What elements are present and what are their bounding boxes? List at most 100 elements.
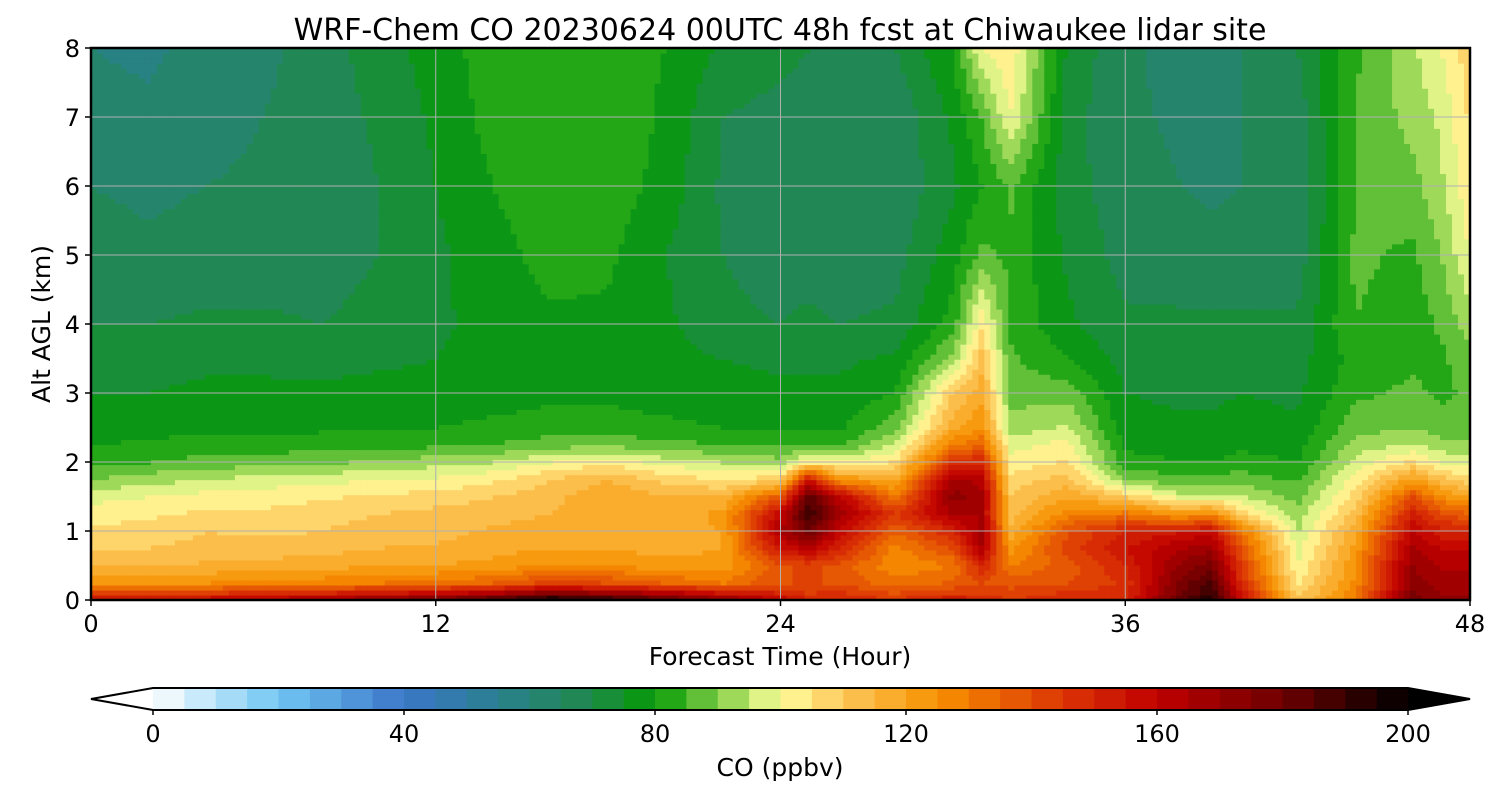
heatmap-cell: [97, 434, 104, 441]
heatmap-cell: [300, 344, 308, 350]
heatmap-cell: [186, 449, 194, 456]
heatmap-cell: [126, 113, 134, 119]
heatmap-cell: [228, 53, 236, 59]
heatmap-cell: [174, 494, 182, 501]
heatmap-cell: [306, 138, 314, 144]
heatmap-cell: [108, 213, 116, 220]
heatmap-cell: [252, 173, 260, 180]
heatmap-cell: [91, 474, 98, 481]
heatmap-cell: [330, 589, 338, 596]
heatmap-cell: [312, 243, 320, 250]
heatmap-cell: [330, 394, 338, 400]
heatmap-cell: [276, 258, 284, 265]
heatmap-cell: [97, 349, 104, 355]
heatmap-cell: [192, 374, 200, 380]
heatmap-cell: [276, 504, 284, 511]
heatmap-cell: [324, 564, 332, 571]
heatmap-cell: [204, 278, 212, 285]
heatmap-cell: [294, 409, 302, 415]
heatmap-cell: [192, 153, 200, 159]
heatmap-cell: [324, 369, 332, 375]
heatmap-cell: [126, 499, 134, 506]
heatmap-cell: [318, 364, 326, 370]
heatmap-cell: [192, 158, 200, 165]
heatmap-cell: [144, 63, 152, 69]
heatmap-cell: [108, 544, 116, 551]
heatmap-cell: [258, 444, 266, 451]
heatmap-cell: [324, 203, 332, 210]
heatmap-cell: [342, 449, 350, 456]
heatmap-cell: [180, 288, 188, 295]
heatmap-cell: [180, 118, 188, 124]
heatmap-cell: [222, 123, 230, 129]
heatmap-cell: [288, 344, 296, 350]
heatmap-cell: [330, 213, 338, 220]
heatmap-cell: [300, 93, 308, 99]
heatmap-cell: [132, 203, 140, 210]
heatmap-cell: [144, 379, 152, 385]
heatmap-cell: [342, 594, 350, 600]
heatmap-cell: [336, 434, 344, 441]
heatmap-cell: [114, 529, 122, 536]
heatmap-cell: [210, 58, 218, 64]
heatmap-cell: [336, 584, 344, 591]
heatmap-cell: [150, 554, 158, 561]
heatmap-cell: [240, 128, 248, 134]
heatmap-cell: [240, 288, 248, 295]
heatmap-cell: [342, 549, 350, 556]
heatmap-cell: [132, 93, 140, 99]
heatmap-cell: [300, 339, 308, 345]
heatmap-cell: [174, 53, 182, 59]
heatmap-cell: [132, 98, 140, 104]
heatmap-cell: [282, 324, 290, 330]
heatmap-cell: [120, 444, 128, 451]
heatmap-cell: [180, 474, 188, 481]
heatmap-cell: [97, 248, 104, 255]
heatmap-cell: [120, 163, 128, 170]
heatmap-cell: [264, 369, 272, 375]
heatmap-cell: [114, 334, 122, 340]
heatmap-cell: [126, 148, 134, 154]
heatmap-cell: [312, 569, 320, 576]
heatmap-cell: [97, 228, 104, 235]
heatmap-cell: [156, 489, 164, 496]
heatmap-cell: [180, 429, 188, 435]
heatmap-cell: [91, 384, 98, 390]
heatmap-cell: [150, 308, 158, 315]
heatmap-cell: [216, 499, 224, 506]
heatmap-cell: [126, 439, 134, 446]
heatmap-cell: [198, 98, 206, 104]
heatmap-cell: [174, 133, 182, 139]
heatmap-cell: [97, 163, 104, 170]
heatmap-cell: [91, 349, 98, 355]
heatmap-cell: [324, 359, 332, 365]
heatmap-cell: [342, 68, 350, 74]
heatmap-cell: [348, 524, 356, 531]
heatmap-cell: [120, 123, 128, 129]
heatmap-cell: [210, 484, 218, 491]
heatmap-cell: [120, 238, 128, 245]
heatmap-cell: [216, 404, 224, 410]
heatmap-cell: [108, 108, 116, 114]
heatmap-cell: [288, 429, 296, 435]
heatmap-cell: [150, 584, 158, 591]
heatmap-cell: [258, 329, 266, 335]
heatmap-cell: [336, 554, 344, 561]
heatmap-cell: [180, 464, 188, 471]
heatmap-cell: [330, 424, 338, 430]
heatmap-cell: [264, 544, 272, 551]
heatmap-cell: [336, 83, 344, 89]
heatmap-cell: [354, 88, 362, 94]
heatmap-cell: [282, 93, 290, 99]
heatmap-cell: [102, 389, 110, 395]
heatmap-cell: [198, 479, 206, 486]
heatmap-cell: [324, 449, 332, 456]
heatmap-cell: [204, 354, 212, 360]
heatmap-cell: [330, 83, 338, 89]
heatmap-cell: [234, 434, 242, 441]
heatmap-cell: [108, 489, 116, 496]
heatmap-cell: [144, 173, 152, 180]
heatmap-cell: [91, 98, 98, 104]
heatmap-cell: [252, 369, 260, 375]
heatmap-cell: [246, 173, 254, 180]
